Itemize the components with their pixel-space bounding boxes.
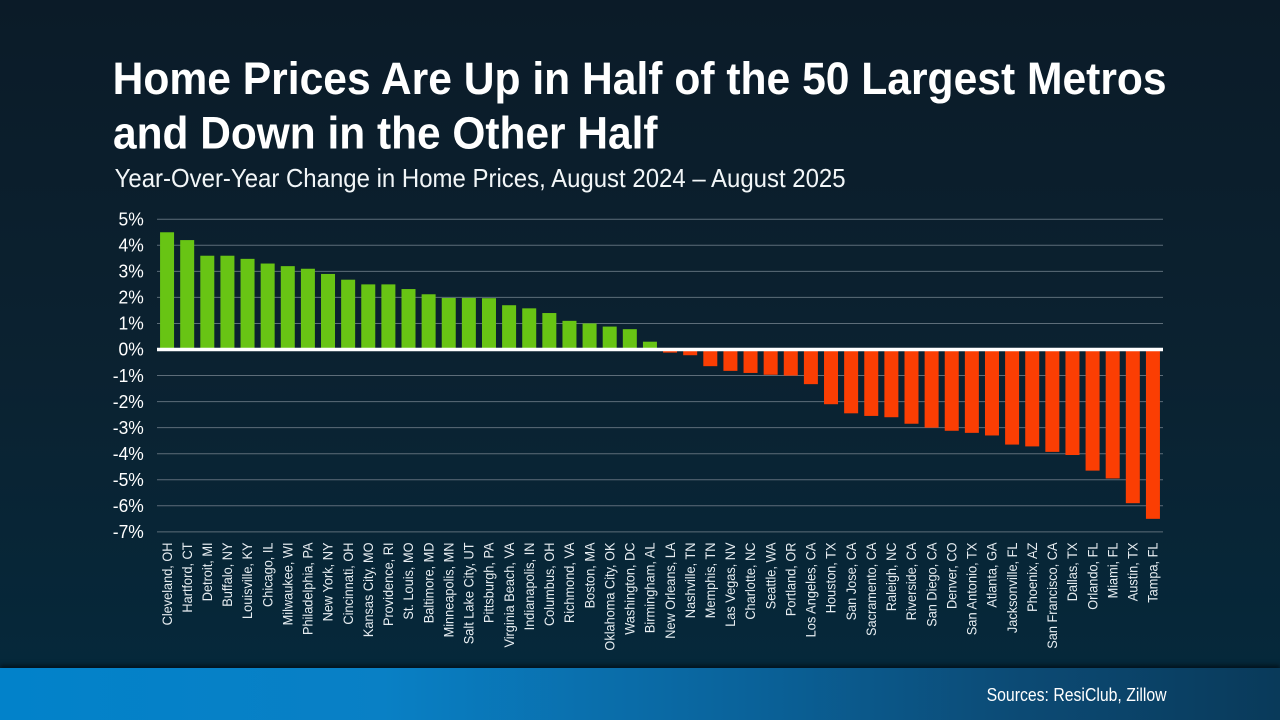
svg-text:San Diego, CA: San Diego, CA — [924, 542, 939, 627]
svg-text:Charlotte, NC: Charlotte, NC — [743, 542, 758, 619]
svg-text:Providence, RI: Providence, RI — [381, 543, 396, 627]
svg-text:Miami, FL: Miami, FL — [1105, 542, 1120, 598]
svg-text:Memphis, TN: Memphis, TN — [703, 543, 718, 619]
svg-text:Dallas, TX: Dallas, TX — [1065, 543, 1080, 602]
svg-text:Cleveland, OH: Cleveland, OH — [160, 543, 175, 626]
svg-text:Home Prices Are Up in Half of: Home Prices Are Up in Half of the 50 Lar… — [113, 53, 1167, 104]
svg-text:St. Louis, MO: St. Louis, MO — [401, 543, 416, 620]
svg-text:Riverside, CA: Riverside, CA — [904, 542, 919, 621]
svg-text:-5%: -5% — [113, 470, 144, 490]
svg-text:-3%: -3% — [113, 418, 144, 438]
svg-text:Jacksonville, FL: Jacksonville, FL — [1005, 542, 1020, 633]
svg-text:-1%: -1% — [113, 366, 144, 386]
svg-text:Oklahoma City, OK: Oklahoma City, OK — [602, 543, 617, 651]
svg-text:San Jose, CA: San Jose, CA — [844, 542, 859, 621]
svg-text:Las Vegas, NV: Las Vegas, NV — [723, 543, 738, 627]
svg-text:Philadelphia, PA: Philadelphia, PA — [301, 542, 316, 635]
svg-text:5%: 5% — [119, 209, 144, 229]
svg-text:2%: 2% — [119, 288, 144, 308]
svg-text:Nashville, TN: Nashville, TN — [683, 543, 698, 619]
svg-text:Denver, CO: Denver, CO — [944, 543, 959, 610]
svg-text:0%: 0% — [119, 340, 144, 360]
svg-text:New Orleans, LA: New Orleans, LA — [663, 542, 678, 639]
svg-text:Orlando, FL: Orlando, FL — [1085, 542, 1100, 610]
svg-text:New York, NY: New York, NY — [321, 543, 336, 622]
svg-text:San Francisco, CA: San Francisco, CA — [1045, 542, 1060, 649]
svg-text:San Antonio, TX: San Antonio, TX — [965, 543, 980, 636]
svg-text:Year-Over-Year Change in Home: Year-Over-Year Change in Home Prices, Au… — [115, 163, 846, 193]
svg-text:Atlanta, GA: Atlanta, GA — [985, 542, 1000, 608]
svg-text:Seattle, WA: Seattle, WA — [763, 542, 778, 610]
svg-text:Buffalo, NY: Buffalo, NY — [220, 543, 235, 607]
svg-text:Phoenix, AZ: Phoenix, AZ — [1025, 543, 1040, 612]
svg-text:and Down in the Other Half: and Down in the Other Half — [113, 108, 658, 159]
svg-text:Austin, TX: Austin, TX — [1126, 543, 1141, 602]
svg-text:Boston, MA: Boston, MA — [582, 542, 597, 609]
svg-text:Pittsburgh, PA: Pittsburgh, PA — [482, 542, 497, 623]
svg-text:4%: 4% — [119, 236, 144, 256]
svg-text:Detroit, MI: Detroit, MI — [200, 543, 215, 602]
svg-text:-2%: -2% — [113, 392, 144, 412]
svg-text:Sacramento, CA: Sacramento, CA — [864, 542, 879, 636]
svg-text:Washington, DC: Washington, DC — [623, 542, 638, 634]
svg-text:Chicago, IL: Chicago, IL — [260, 542, 275, 607]
svg-text:Sources: ResiClub, Zillow: Sources: ResiClub, Zillow — [987, 684, 1168, 705]
svg-text:Kansas City, MO: Kansas City, MO — [361, 543, 376, 638]
svg-text:1%: 1% — [119, 314, 144, 334]
svg-text:Raleigh, NC: Raleigh, NC — [884, 542, 899, 611]
svg-text:Cincinnati, OH: Cincinnati, OH — [341, 543, 356, 625]
svg-text:Minneapolis, MN: Minneapolis, MN — [441, 543, 456, 638]
svg-text:-4%: -4% — [113, 444, 144, 464]
svg-text:-7%: -7% — [113, 522, 144, 542]
svg-text:3%: 3% — [119, 262, 144, 282]
svg-text:Louisville, KY: Louisville, KY — [240, 543, 255, 619]
svg-text:Columbus, OH: Columbus, OH — [542, 543, 557, 627]
svg-text:Baltimore, MD: Baltimore, MD — [421, 542, 436, 623]
svg-text:Birmingham, AL: Birmingham, AL — [643, 542, 658, 633]
svg-text:Indianapolis, IN: Indianapolis, IN — [522, 543, 537, 631]
svg-text:Portland, OR: Portland, OR — [783, 542, 798, 616]
svg-text:Tampa, FL: Tampa, FL — [1146, 542, 1161, 603]
svg-text:Richmond, VA: Richmond, VA — [562, 542, 577, 623]
svg-text:Milwaukee, WI: Milwaukee, WI — [280, 543, 295, 626]
svg-text:Houston, TX: Houston, TX — [824, 543, 839, 614]
svg-text:Virginia Beach, VA: Virginia Beach, VA — [502, 542, 517, 648]
svg-text:Salt Lake City, UT: Salt Lake City, UT — [462, 543, 477, 645]
svg-text:-6%: -6% — [113, 496, 144, 516]
svg-text:Los Angeles, CA: Los Angeles, CA — [804, 542, 819, 638]
svg-text:Hartford, CT: Hartford, CT — [180, 543, 195, 613]
